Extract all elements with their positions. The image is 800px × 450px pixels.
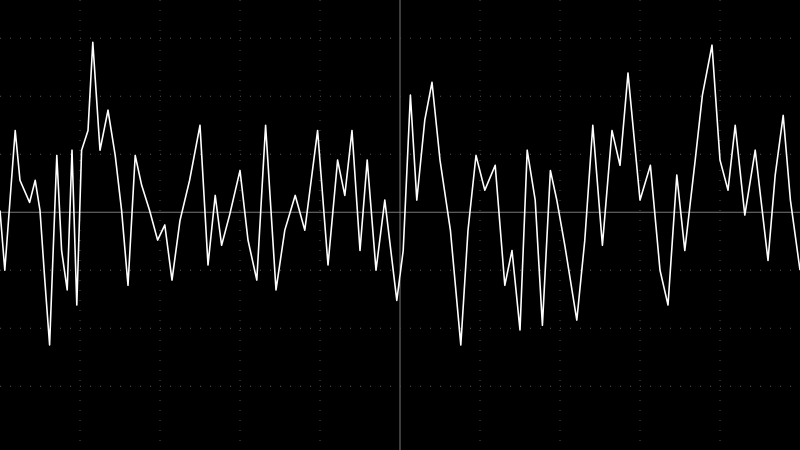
- waveform: [0, 41, 800, 346]
